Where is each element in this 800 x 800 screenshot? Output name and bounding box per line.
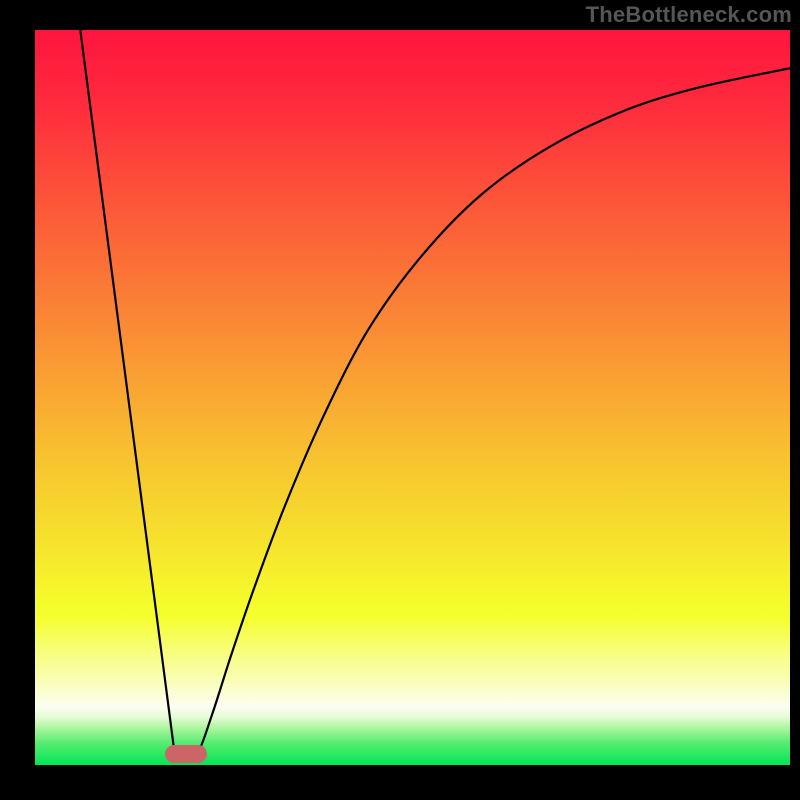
min-marker [165,745,207,763]
watermark-text: TheBottleneck.com [586,2,792,28]
